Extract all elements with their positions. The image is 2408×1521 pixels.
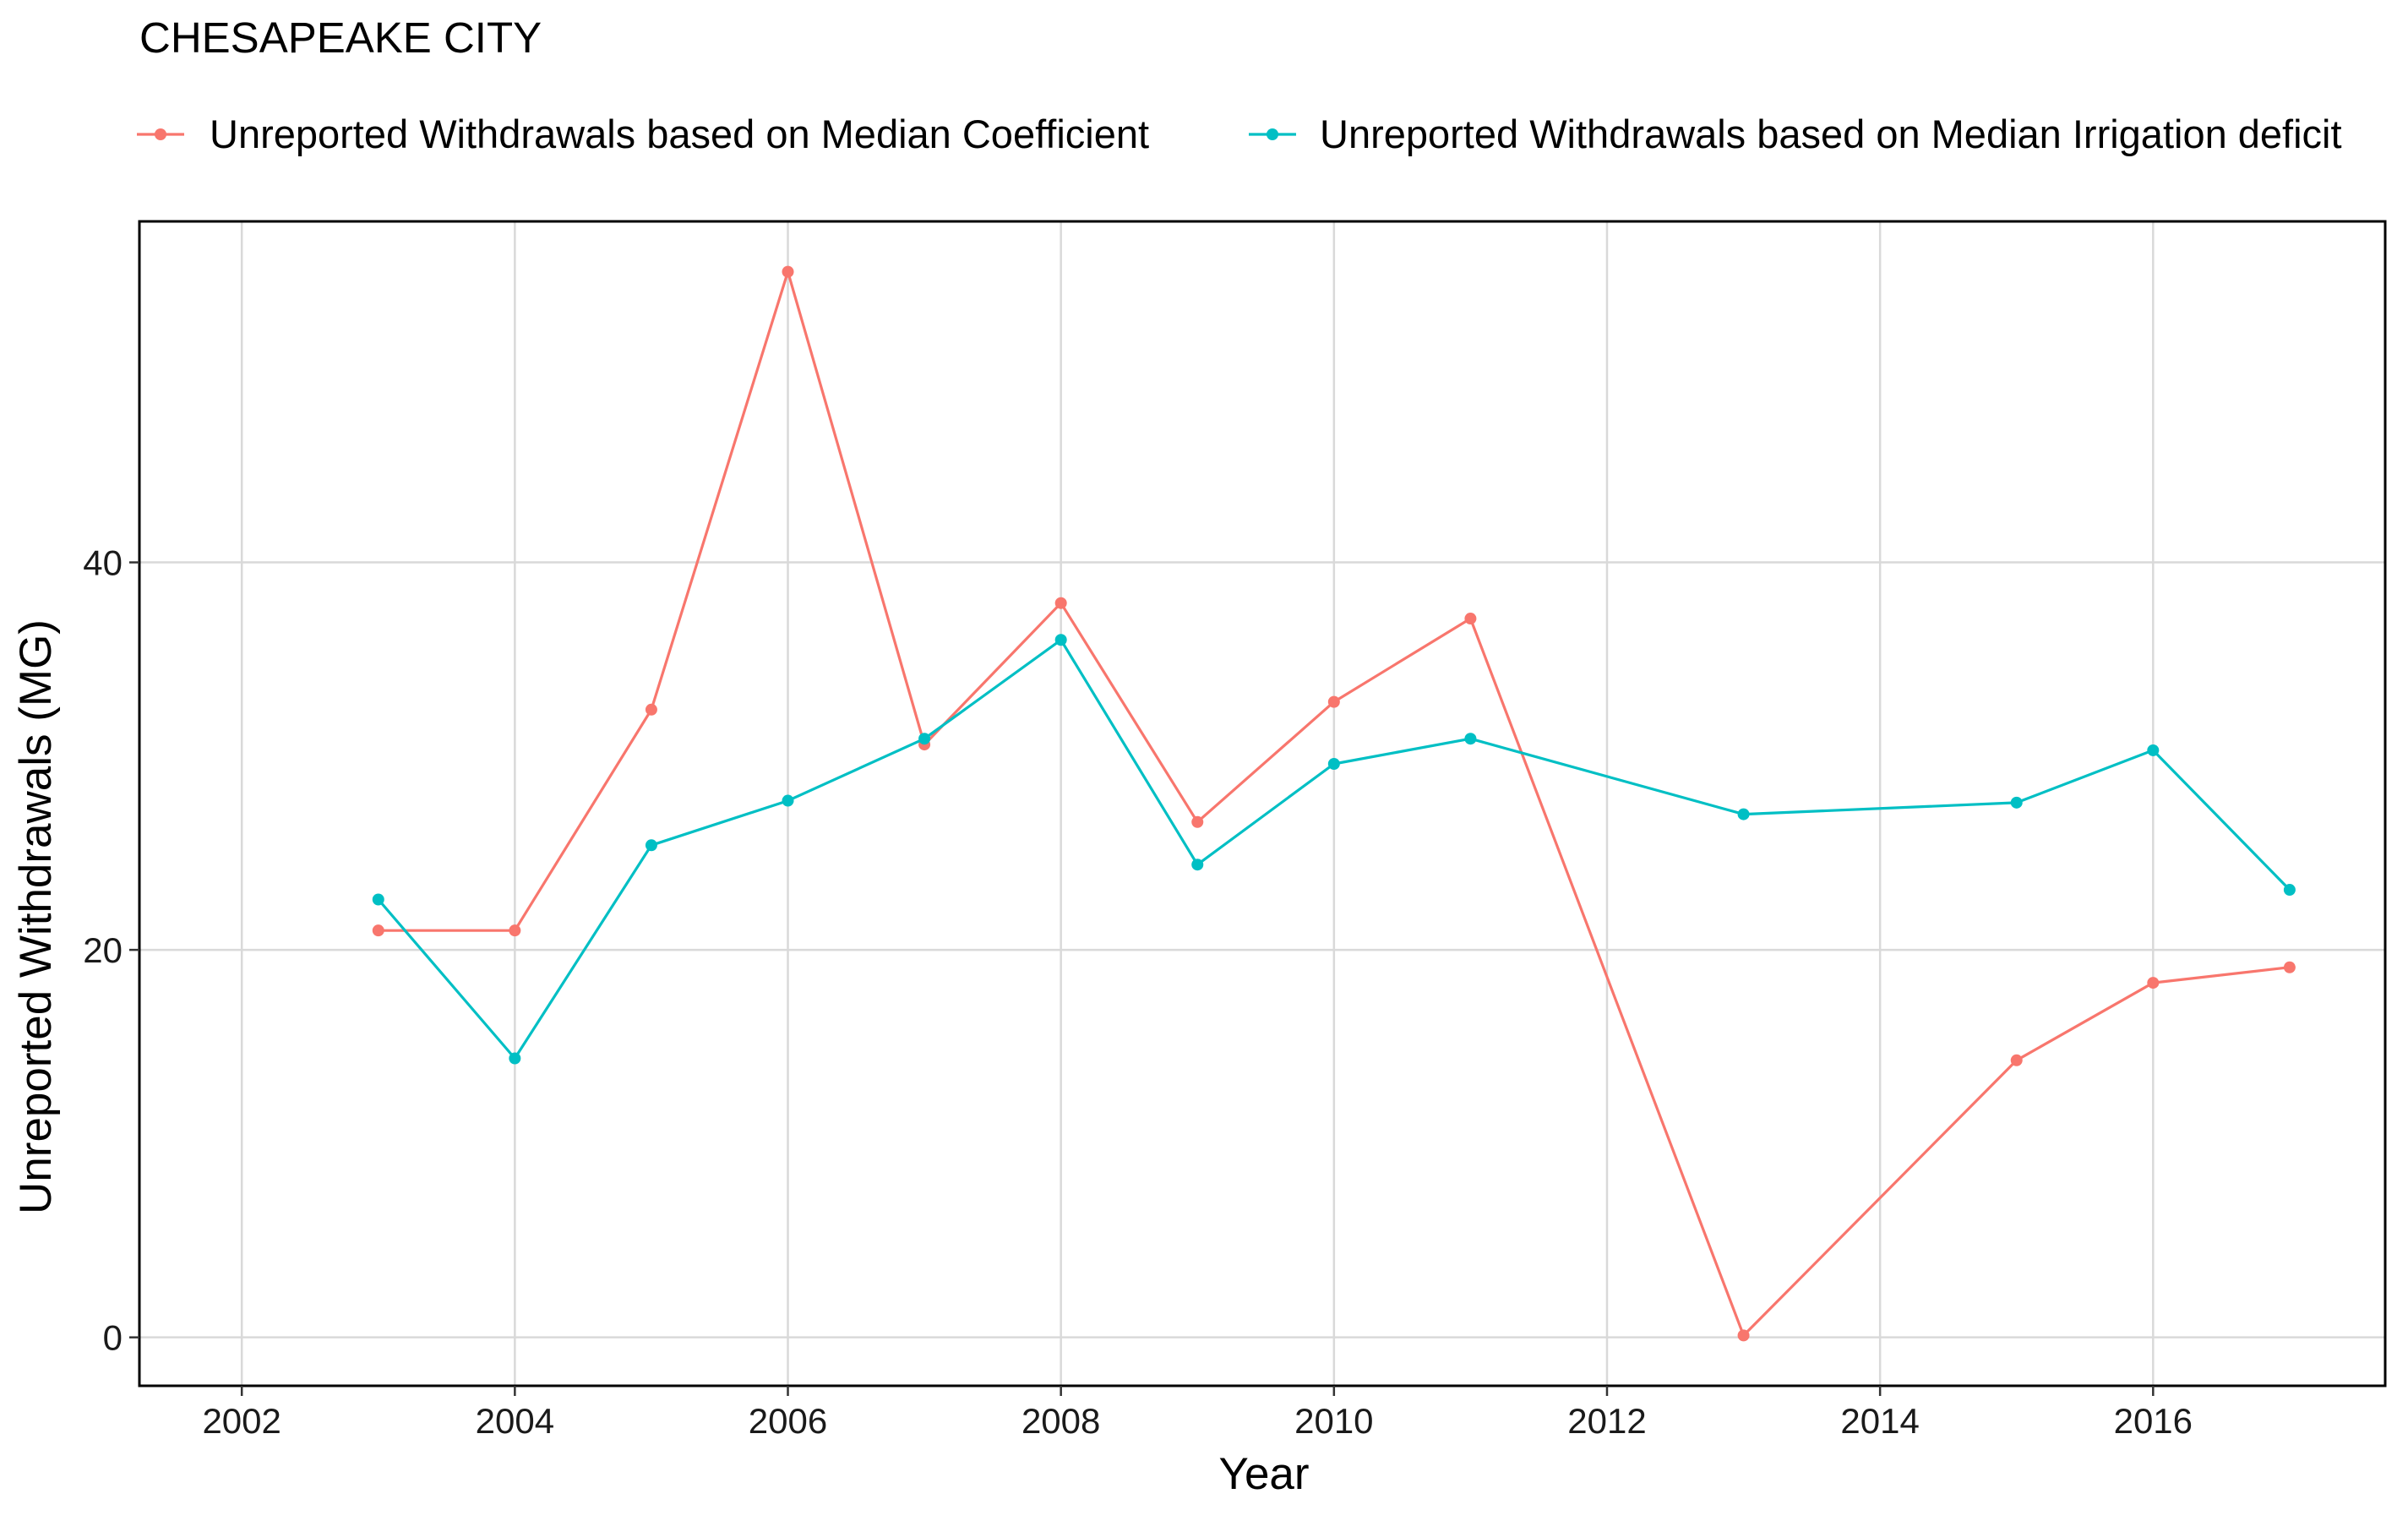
x-tick-label-2012: 2012 (1567, 1401, 1646, 1441)
series-1-point-2017 (2283, 884, 2296, 897)
y-axis: 0 20 40 (83, 543, 139, 1358)
legend-label-median-coefficient: Unreported Withdrawals based on Median C… (210, 112, 1149, 156)
y-tick-label-0: 0 (103, 1318, 123, 1358)
y-tick-label-40: 40 (83, 543, 123, 583)
series-0-point-2017 (2283, 961, 2296, 973)
series-1-point-2009 (1191, 859, 1204, 871)
x-tick-label-2016: 2016 (2114, 1401, 2193, 1441)
legend-key-point-median-irrigation-deficit (1267, 128, 1278, 140)
x-tick-label-2014: 2014 (1840, 1401, 1919, 1441)
series-0-point-2005 (645, 703, 657, 716)
series-0-point-2009 (1191, 815, 1204, 828)
panel-border (138, 220, 2387, 1387)
x-axis: 2002 2004 2006 2008 2010 2012 2014 2016 (202, 1386, 2193, 1441)
chart-title: CHESAPEAKE CITY (139, 14, 542, 62)
series-0-point-2004 (509, 924, 521, 937)
series-1-point-2003 (372, 893, 384, 906)
y-tick-label-20: 20 (83, 930, 123, 970)
x-tick-label-2006: 2006 (749, 1401, 827, 1441)
legend-item-median-irrigation-deficit: Unreported Withdrawals based on Median I… (1249, 112, 2342, 156)
series-1-point-2013 (1737, 808, 1750, 820)
series-1 (372, 634, 2296, 1065)
legend-item-median-coefficient: Unreported Withdrawals based on Median C… (137, 112, 1149, 156)
legend: Unreported Withdrawals based on Median C… (137, 112, 2342, 156)
series-1-point-2004 (509, 1052, 521, 1065)
series-1-point-2016 (2147, 744, 2160, 756)
x-tick-label-2004: 2004 (476, 1401, 554, 1441)
series-1-point-2005 (645, 839, 657, 852)
series-0-point-2008 (1054, 597, 1067, 609)
legend-label-median-irrigation-deficit: Unreported Withdrawals based on Median I… (1320, 112, 2342, 156)
series-0-point-2013 (1737, 1329, 1750, 1342)
series-0-point-2011 (1464, 613, 1477, 625)
legend-key-point-median-coefficient (155, 128, 166, 140)
x-axis-title: Year (1218, 1449, 1309, 1499)
series-1-point-2010 (1327, 757, 1340, 770)
series-1-point-2007 (918, 733, 931, 745)
series-0-point-2003 (372, 924, 384, 937)
y-axis-title: Unreported Withdrawals (MG) (11, 619, 61, 1214)
series-1-point-2015 (2010, 796, 2023, 809)
series-1-point-2008 (1054, 634, 1067, 646)
x-tick-label-2010: 2010 (1294, 1401, 1373, 1441)
plot-area (372, 265, 2296, 1342)
series-0-point-2006 (782, 265, 794, 278)
x-tick-label-2008: 2008 (1021, 1401, 1100, 1441)
x-tick-label-2002: 2002 (202, 1401, 281, 1441)
series-1-point-2011 (1464, 733, 1477, 745)
series-0-point-2015 (2010, 1054, 2023, 1066)
series-0-point-2010 (1327, 695, 1340, 708)
series-1-point-2006 (782, 794, 794, 807)
series-0-point-2016 (2147, 977, 2160, 989)
